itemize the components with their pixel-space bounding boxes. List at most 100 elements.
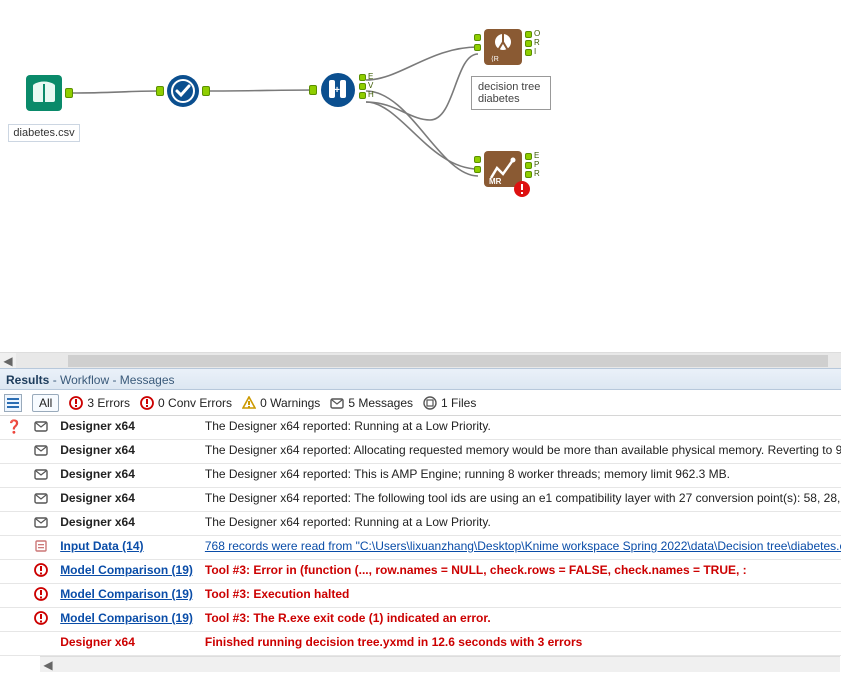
output-e-port[interactable] (359, 74, 366, 81)
source-link[interactable]: Input Data (14) (60, 539, 143, 553)
input-port[interactable] (309, 85, 317, 95)
output-o-port[interactable] (525, 31, 532, 38)
message-text: Tool #3: The R.exe exit code (1) indicat… (205, 611, 491, 625)
table-row[interactable]: Designer x64The Designer x64 reported: R… (0, 512, 841, 536)
row-help-cell (0, 536, 28, 560)
output-r-port[interactable] (525, 171, 532, 178)
error-badge-icon (513, 180, 531, 198)
source-link[interactable]: Model Comparison (19) (60, 611, 193, 625)
port-labels: EPR (534, 151, 540, 178)
input-m-port[interactable] (474, 166, 481, 173)
output-e-port[interactable] (525, 153, 532, 160)
row-help-cell (0, 560, 28, 584)
table-row[interactable]: Model Comparison (19) Tool #3: The R.exe … (0, 608, 841, 632)
scroll-thumb[interactable] (68, 355, 828, 367)
row-type-icon-cell (28, 440, 54, 464)
row-help-cell (0, 608, 28, 632)
node-select[interactable] (166, 74, 200, 108)
row-source-cell: Model Comparison (19) (54, 560, 199, 584)
source-link[interactable]: Model Comparison (19) (60, 587, 193, 601)
output-port[interactable] (65, 88, 73, 98)
table-row[interactable]: Designer x64Finished running decision tr… (0, 632, 841, 656)
row-type-icon-cell (28, 512, 54, 536)
table-row[interactable]: Designer x64The Designer x64 reported: T… (0, 488, 841, 512)
results-title: Results (6, 373, 49, 387)
filter-messages-button[interactable]: 5 Messages (330, 396, 413, 410)
row-source-cell: Designer x64 (54, 632, 199, 656)
row-message-cell: Tool #3: The R.exe exit code (1) indicat… (199, 608, 841, 632)
results-horizontal-scrollbar[interactable]: ◀ (40, 656, 840, 672)
input-port[interactable] (156, 86, 164, 96)
row-source-cell: Designer x64 (54, 488, 199, 512)
node-input-data[interactable] (25, 74, 63, 112)
filter-warnings-button[interactable]: 0 Warnings (242, 396, 320, 410)
output-p-port[interactable] (525, 162, 532, 169)
output-v-port[interactable] (359, 83, 366, 90)
row-source-cell: Designer x64 (54, 416, 199, 440)
table-row[interactable]: Designer x64The Designer x64 reported: T… (0, 464, 841, 488)
help-icon[interactable]: ❓ (6, 419, 22, 434)
message-link[interactable]: 768 records were read from "C:\Users\lix… (205, 539, 841, 553)
row-message-cell: The Designer x64 reported: Running at a … (199, 512, 841, 536)
filter-label: 1 Files (441, 396, 476, 410)
error-icon (69, 396, 83, 410)
table-row[interactable]: Input Data (14) 768 records were read fro… (0, 536, 841, 560)
scroll-track[interactable] (16, 353, 841, 368)
filter-all-button[interactable]: All (32, 394, 59, 412)
scroll-left-button[interactable]: ◀ (40, 657, 56, 673)
output-port[interactable] (202, 86, 210, 96)
msg-icon (34, 443, 48, 457)
row-source-cell: Model Comparison (19) (54, 584, 199, 608)
filter-label: 0 Conv Errors (158, 396, 232, 410)
message-icon (330, 396, 344, 410)
row-source-cell: Designer x64 (54, 440, 199, 464)
table-row[interactable]: ❓ Designer x64The Designer x64 reported: … (0, 416, 841, 440)
none-icon (34, 635, 48, 649)
filter-label: 5 Messages (348, 396, 413, 410)
row-message-cell: Tool #3: Execution halted (199, 584, 841, 608)
node-create-samples[interactable]: + EVH (319, 72, 357, 108)
input-m-port[interactable] (474, 44, 481, 51)
comment-decision-tree[interactable]: decision tree diabetes (471, 76, 551, 110)
port-labels: EVH (368, 72, 374, 99)
list-view-toggle-button[interactable] (4, 394, 22, 412)
msg-icon (34, 467, 48, 481)
output-r-port[interactable] (525, 40, 532, 47)
row-help-cell (0, 584, 28, 608)
table-row[interactable]: Model Comparison (19) Tool #3: Execution … (0, 584, 841, 608)
row-help-cell (0, 464, 28, 488)
row-type-icon-cell (28, 464, 54, 488)
workflow-canvas[interactable]: diabetes.csv + EVH ⟨R (0, 0, 841, 352)
filter-files-button[interactable]: 1 Files (423, 396, 476, 410)
row-help-cell (0, 488, 28, 512)
row-type-icon-cell (28, 608, 54, 632)
filter-conv-errors-button[interactable]: 0 Conv Errors (140, 396, 232, 410)
table-row[interactable]: Designer x64The Designer x64 reported: A… (0, 440, 841, 464)
scroll-left-button[interactable]: ◀ (0, 353, 16, 369)
row-type-icon-cell (28, 584, 54, 608)
row-message-cell: The Designer x64 reported: The following… (199, 488, 841, 512)
connections-layer (0, 0, 841, 352)
err-icon (34, 563, 48, 577)
row-message-cell: The Designer x64 reported: Allocating re… (199, 440, 841, 464)
input-d-port[interactable] (474, 156, 481, 163)
table-row[interactable]: Model Comparison (19)Tool #3: Error in (… (0, 560, 841, 584)
canvas-horizontal-scrollbar[interactable]: ◀ (0, 352, 841, 368)
file-icon (34, 539, 48, 553)
row-message-cell: The Designer x64 reported: Running at a … (199, 416, 841, 440)
source-link[interactable]: Model Comparison (19) (60, 563, 193, 577)
results-panel-header: Results - Workflow - Messages (0, 368, 841, 390)
output-i-port[interactable] (525, 49, 532, 56)
err-icon (34, 611, 48, 625)
row-source-cell: Input Data (14) (54, 536, 199, 560)
node-model-comparison[interactable]: MR EPR (483, 150, 523, 188)
filter-errors-button[interactable]: 3 Errors (69, 396, 130, 410)
output-h-port[interactable] (359, 92, 366, 99)
node-decision-tree[interactable]: ⟨R ORI (483, 28, 523, 66)
row-type-icon-cell (28, 488, 54, 512)
results-subtitle: - Workflow - Messages (49, 373, 174, 387)
input-o-port[interactable] (474, 34, 481, 41)
row-message-cell: The Designer x64 reported: This is AMP E… (199, 464, 841, 488)
filter-label: 0 Warnings (260, 396, 320, 410)
svg-text:+: + (334, 85, 340, 96)
